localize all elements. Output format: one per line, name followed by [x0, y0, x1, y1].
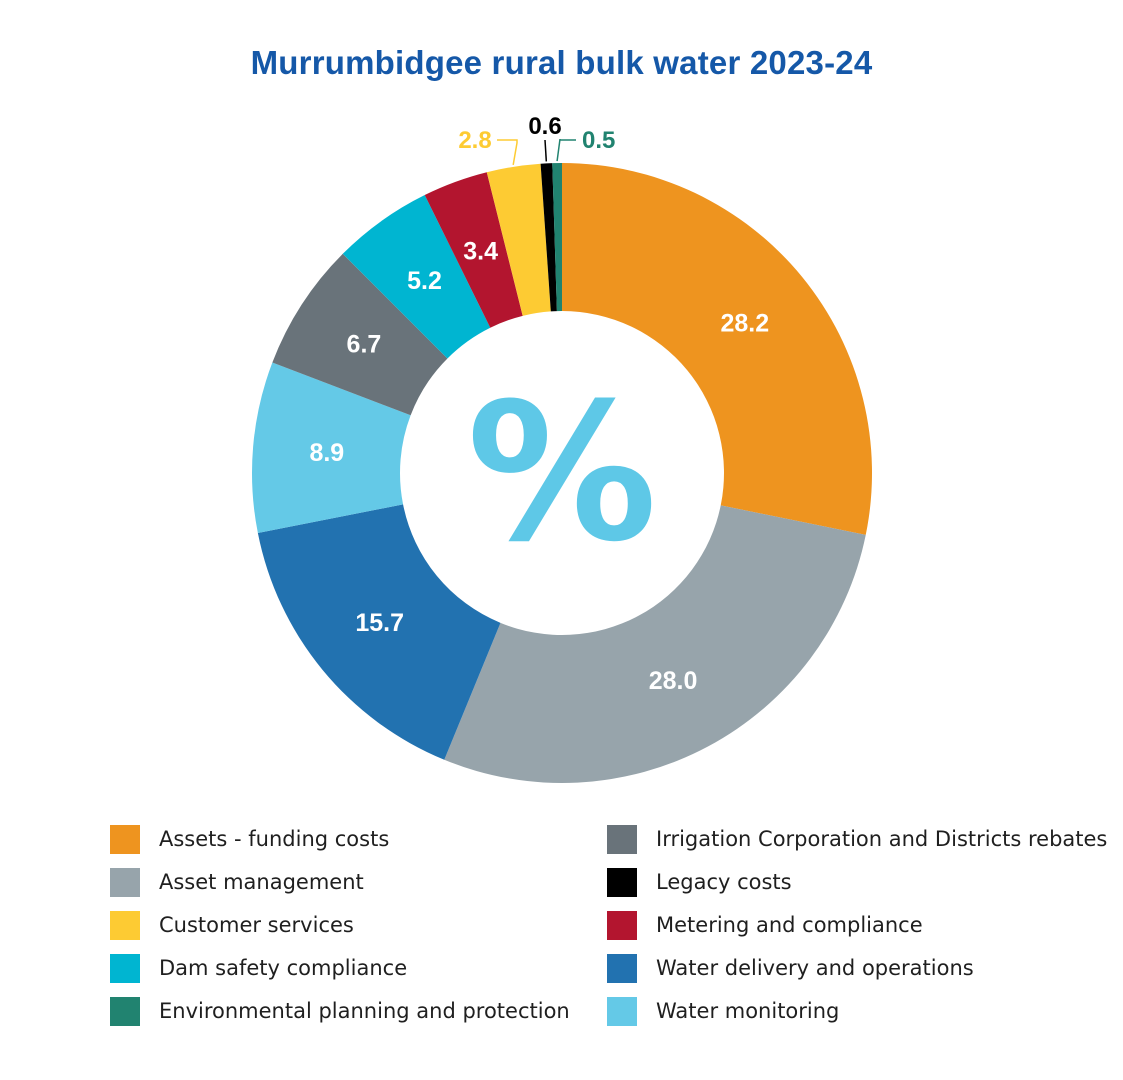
legend-swatch — [607, 825, 637, 854]
slice-label-dam-safety-compliance: 5.2 — [407, 267, 442, 295]
legend-swatch — [110, 825, 140, 854]
donut-slices — [252, 163, 872, 783]
legend-label: Legacy costs — [656, 870, 792, 894]
slice-label-asset-management: 28.0 — [649, 667, 698, 695]
donut-chart: 28.2 28.0 15.7 8.9 6.7 5.2 3.4 2.8 0.6 0.5 % — [252, 113, 872, 783]
slice-label-water-delivery-and-operations: 15.7 — [355, 609, 404, 637]
chart-title: Murrumbidgee rural bulk water 2023-24 — [250, 44, 873, 81]
slice-label-irrigation-corporation-and-districts-rebates: 6.7 — [347, 331, 382, 359]
legend-swatch — [607, 997, 637, 1026]
callout-label-customer-services: 2.8 — [458, 127, 491, 154]
legend-swatch — [607, 868, 637, 897]
slice-environmental-planning-and-protection — [552, 163, 562, 312]
legend-label: Asset management — [159, 870, 364, 894]
callout-line-environmental-planning-and-protection — [556, 138, 576, 162]
legend-swatch — [110, 911, 140, 940]
legend-label: Irrigation Corporation and Districts reb… — [656, 827, 1108, 851]
slice-legacy-costs — [540, 163, 557, 312]
legend-label: Water monitoring — [656, 999, 840, 1023]
legend-swatch — [607, 911, 637, 940]
slice-customer-services — [486, 163, 551, 316]
legend-label: Environmental planning and protection — [159, 999, 570, 1023]
legend-swatch — [110, 954, 140, 983]
legend-label: Dam safety compliance — [159, 956, 408, 980]
legend-swatch — [607, 954, 637, 983]
callout-line-legacy-costs — [544, 139, 548, 162]
slice-metering-and-compliance — [424, 172, 523, 328]
callout-label-environmental-planning-and-protection: 0.5 — [582, 127, 615, 154]
legend-swatch — [110, 997, 140, 1026]
slice-assets-funding-costs — [562, 163, 872, 535]
legend-label: Metering and compliance — [656, 913, 923, 937]
slice-dam-safety-compliance — [342, 195, 491, 359]
callout-line-customer-services — [497, 139, 518, 165]
callout-label-legacy-costs: 0.6 — [528, 113, 561, 140]
slice-label-metering-and-compliance: 3.4 — [463, 237, 498, 265]
legend-label: Water delivery and operations — [656, 956, 974, 980]
slice-water-delivery-and-operations — [257, 504, 501, 760]
legend-swatch — [110, 868, 140, 897]
legend-label: Assets - funding costs — [159, 827, 390, 851]
slice-water-monitoring — [252, 362, 411, 534]
slice-asset-management — [444, 505, 866, 783]
percent-icon: % — [467, 363, 657, 584]
slice-label-water-monitoring: 8.9 — [309, 439, 344, 467]
legend-label: Customer services — [159, 913, 354, 937]
slice-labels: 28.2 28.0 15.7 8.9 6.7 5.2 3.4 — [309, 237, 769, 695]
slice-irrigation-corporation-and-districts-rebates — [272, 253, 448, 416]
slice-label-assets-funding-costs: 28.2 — [720, 310, 769, 338]
slice-callouts: 2.8 0.6 0.5 — [458, 113, 615, 165]
